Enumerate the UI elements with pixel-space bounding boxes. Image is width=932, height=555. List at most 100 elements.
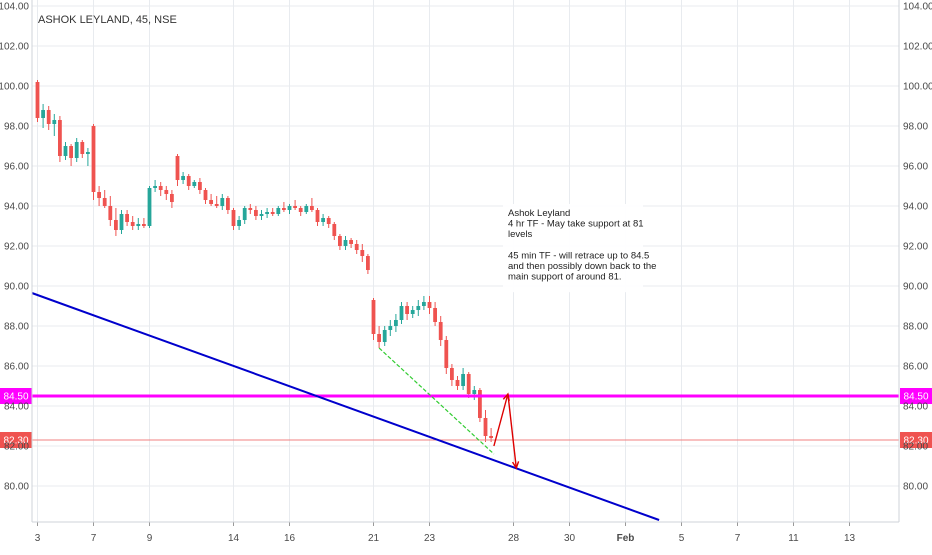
- falling-trendline: [378, 347, 495, 455]
- x-tick-label: 21: [368, 533, 380, 544]
- candle-body: [399, 306, 404, 320]
- candle-body: [388, 326, 393, 330]
- candle-body: [478, 390, 482, 418]
- annotation-line: Ashok Leyland: [508, 208, 570, 219]
- y-tick-label-left: 100.00: [0, 82, 29, 93]
- candle-body: [242, 208, 247, 220]
- candle-body: [192, 182, 197, 186]
- y-tick-label-right: 102.00: [903, 42, 932, 53]
- candle-body: [298, 208, 303, 212]
- candle-body: [416, 306, 421, 310]
- candle-body: [489, 436, 493, 438]
- candle-body: [108, 206, 113, 220]
- candle-body: [214, 204, 219, 206]
- candle-body: [450, 368, 454, 380]
- candle-body: [455, 380, 460, 386]
- candle-body: [349, 240, 353, 244]
- y-tick-label-right: 88.00: [903, 322, 928, 333]
- candle-body: [142, 224, 146, 226]
- candle-body: [326, 218, 331, 224]
- y-tick-label-left: 88.00: [4, 322, 29, 333]
- candle-body: [119, 214, 124, 230]
- candle-body: [153, 186, 157, 188]
- y-tick-label-right: 90.00: [903, 282, 928, 293]
- candle-body: [86, 152, 90, 154]
- candle-body: [254, 210, 258, 216]
- y-tick-label-right: 104.00: [903, 2, 932, 13]
- price-badge-label-left: 82.30: [3, 436, 28, 447]
- candle-body: [147, 188, 152, 226]
- candle-body: [338, 236, 342, 246]
- candle-body: [175, 156, 180, 180]
- candle-body: [80, 142, 85, 154]
- candle-body: [354, 244, 359, 250]
- candle-body: [220, 198, 225, 206]
- y-tick-label-right: 100.00: [903, 82, 932, 93]
- candle-body: [181, 176, 185, 180]
- candle-body: [483, 418, 488, 436]
- y-tick-label-right: 96.00: [903, 162, 928, 173]
- candle-body: [315, 210, 320, 222]
- candle-body: [170, 194, 174, 202]
- y-tick-label-left: 90.00: [4, 282, 29, 293]
- candle-body: [248, 208, 253, 210]
- candle-body: [310, 206, 314, 210]
- x-tick-label: 5: [679, 533, 685, 544]
- candle-body: [259, 214, 264, 216]
- candle-body: [405, 306, 409, 314]
- x-tick-label: Feb: [617, 533, 635, 544]
- candle-body: [164, 190, 169, 194]
- candle-body: [438, 322, 443, 340]
- candle-body: [198, 182, 202, 190]
- candle-body: [237, 220, 241, 226]
- candle-body: [410, 310, 415, 314]
- candle-body: [422, 302, 426, 306]
- y-tick-label-left: 80.00: [4, 482, 29, 493]
- price-badge-left: [0, 432, 32, 448]
- candle-body: [444, 340, 449, 368]
- x-tick-label: 16: [284, 533, 296, 544]
- candle-body: [74, 142, 79, 158]
- y-tick-label-left: 96.00: [4, 162, 29, 173]
- y-tick-label-left: 102.00: [0, 42, 29, 53]
- y-tick-label-right: 98.00: [903, 122, 928, 133]
- y-tick-label-right: 92.00: [903, 242, 928, 253]
- candle-body: [360, 250, 365, 256]
- candle-body: [466, 374, 471, 394]
- down-arrow: [507, 393, 517, 469]
- candle-body: [91, 126, 96, 192]
- candle-body: [186, 176, 191, 186]
- x-tick-label: 11: [788, 533, 799, 544]
- candle-body: [203, 190, 208, 200]
- candle-body: [394, 320, 398, 326]
- candle-body: [63, 146, 68, 156]
- y-tick-label-right: 80.00: [903, 482, 928, 493]
- support-trendline: [31, 292, 660, 521]
- y-tick-label-left: 86.00: [4, 362, 29, 373]
- candle-body: [343, 240, 348, 246]
- candle-body: [58, 120, 62, 156]
- annotation-line: levels: [508, 229, 533, 240]
- annotation-line: 45 min TF - will retrace up to 84.5: [508, 250, 649, 261]
- candle-body: [125, 214, 129, 222]
- y-tick-label-right: 84.00: [903, 402, 928, 413]
- annotation-line: 4 hr TF - May take support at 81: [508, 219, 644, 230]
- chart-title: ASHOK LEYLAND, 45, NSE: [38, 14, 177, 26]
- candle-body: [35, 82, 40, 118]
- trend-lines-layer: [31, 292, 660, 521]
- candle-body: [332, 224, 337, 236]
- candle-body: [282, 208, 286, 210]
- candle-body: [46, 110, 51, 124]
- x-tick-label: 14: [228, 533, 240, 544]
- candle-body: [209, 200, 213, 204]
- grid-layer: [32, 0, 899, 522]
- y-tick-label-right: 94.00: [903, 202, 928, 213]
- candle-body: [461, 374, 465, 386]
- price-badge-label-right: 82.30: [903, 436, 928, 447]
- candle-body: [136, 224, 141, 226]
- y-tick-label-left: 98.00: [4, 122, 29, 133]
- annotation-box: [503, 204, 643, 293]
